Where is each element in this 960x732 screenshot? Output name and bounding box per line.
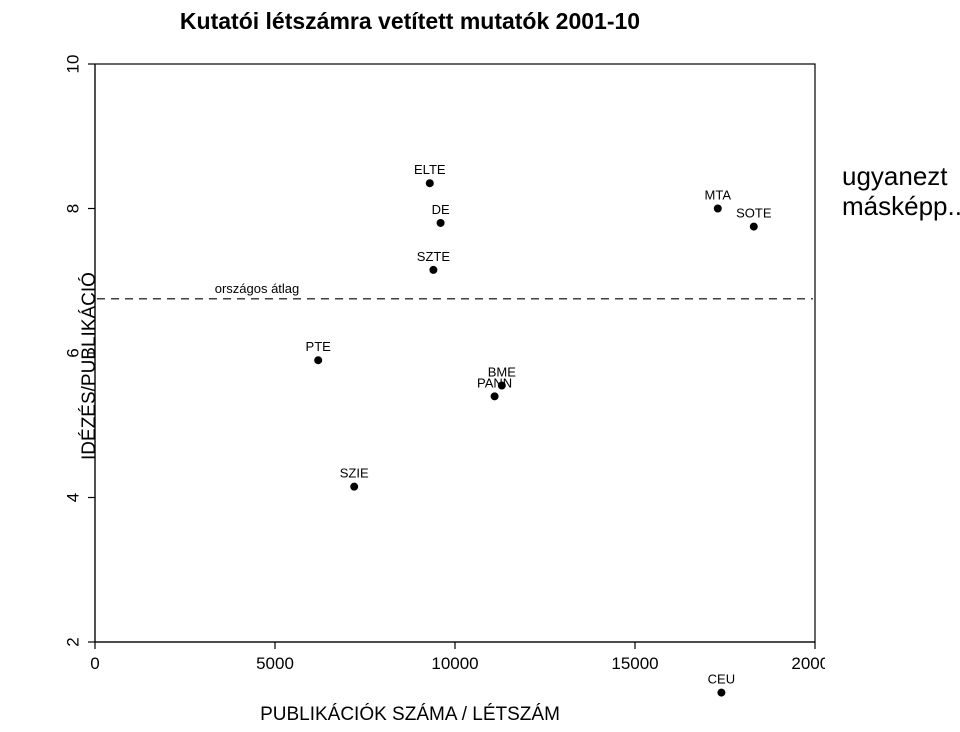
y-tick-label: 4	[63, 493, 82, 502]
x-axis: 0 5000 10000 15000 20000	[90, 642, 825, 673]
chart-title: Kutatói létszámra vetített mutatók 2001-…	[0, 8, 820, 35]
data-point	[426, 179, 434, 187]
data-point-label: PTE	[306, 339, 332, 354]
y-tick-label: 2	[63, 637, 82, 646]
data-point	[717, 689, 725, 697]
data-point-label: SZIE	[340, 466, 369, 481]
x-tick-label: 10000	[431, 654, 478, 673]
side-note-line1: ugyanezt	[842, 161, 948, 191]
x-axis-title: PUBLIKÁCIÓK SZÁMA / LÉTSZÁM	[0, 704, 820, 726]
data-point	[714, 205, 722, 213]
side-note: ugyanezt másképp...	[842, 162, 960, 222]
x-tick-label: 0	[90, 654, 99, 673]
side-note-line2: másképp...	[842, 191, 960, 221]
scatter-plot: 0 5000 10000 15000 20000 2 4 6 8 10 országos átl…	[45, 52, 825, 702]
data-point	[350, 483, 358, 491]
y-tick-label: 8	[63, 204, 82, 213]
x-tick-label: 20000	[791, 654, 825, 673]
data-point-label: PANN	[477, 375, 512, 390]
y-tick-label: 6	[63, 348, 82, 357]
y-tick-label: 10	[63, 55, 82, 74]
data-point-label: ELTE	[414, 162, 446, 177]
x-tick-label: 15000	[611, 654, 658, 673]
plot-frame	[95, 64, 815, 642]
data-point	[750, 223, 758, 231]
data-point	[314, 356, 322, 364]
y-axis: 2 4 6 8 10	[63, 55, 95, 647]
data-point	[491, 392, 499, 400]
reference-line: országos átlag	[97, 281, 813, 299]
data-point-label: DE	[432, 202, 450, 217]
data-points: ELTEDEMTASOTESZTEPTEBMEPANNSZIECEU	[306, 162, 772, 696]
data-point-label: SZTE	[417, 249, 451, 264]
data-point-label: MTA	[705, 188, 732, 203]
data-point-label: SOTE	[736, 206, 772, 221]
data-point-label: CEU	[708, 672, 735, 687]
data-point	[429, 266, 437, 274]
data-point	[437, 219, 445, 227]
x-tick-label: 5000	[256, 654, 294, 673]
reference-line-label: országos átlag	[215, 281, 300, 296]
